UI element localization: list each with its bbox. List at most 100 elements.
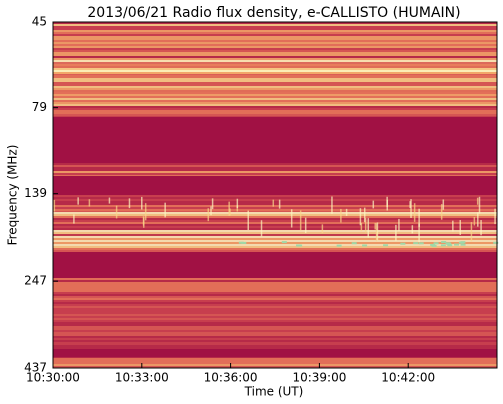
spectrogram-row	[53, 212, 497, 214]
spectrogram-row	[53, 236, 497, 238]
spectrogram-row	[53, 304, 497, 306]
spectrogram-streak	[452, 220, 454, 232]
spectrogram-spot	[493, 241, 499, 244]
spectrogram-row	[53, 211, 497, 212]
spectrogram-row	[53, 92, 497, 94]
spectrogram-streak	[108, 197, 111, 204]
spectrogram-spot	[336, 244, 342, 247]
spectrogram-streak	[376, 222, 379, 241]
spectrogram-spot	[431, 244, 437, 247]
spectrogram-row	[53, 121, 497, 123]
spectrogram-streak	[207, 208, 210, 222]
spectrogram-row	[53, 88, 497, 90]
spectrogram-spot	[281, 241, 287, 244]
spectrogram-spot	[460, 243, 466, 246]
spectrogram-row	[53, 54, 497, 56]
spectrogram-row	[53, 56, 497, 58]
spectrogram-row	[53, 353, 497, 355]
spectrogram-row	[53, 171, 497, 173]
spectrogram-streak	[459, 220, 462, 235]
spectrogram-row	[53, 344, 497, 345]
spectrogram-streak	[260, 220, 263, 237]
spectrogram-row	[53, 294, 497, 296]
spectrogram-row	[53, 182, 497, 184]
x-tick-label: 10:33:00	[115, 371, 169, 385]
spectrogram-row	[53, 147, 497, 149]
spectrogram-streak	[374, 222, 376, 230]
spectrogram-row	[53, 242, 497, 244]
spectrogram-row	[53, 70, 497, 72]
spectrogram-row	[53, 306, 497, 308]
spectrogram-row	[53, 230, 497, 232]
spectrogram-streak	[418, 208, 420, 227]
spectrogram-row	[53, 96, 497, 98]
spectrogram-row	[53, 52, 497, 54]
spectrogram-streak	[299, 210, 302, 231]
spectrogram-streak	[340, 208, 342, 223]
spectrogram-row	[53, 151, 497, 153]
spectrogram-row	[53, 116, 497, 117]
spectrogram-row	[53, 62, 497, 64]
spectrogram-row	[53, 336, 497, 338]
spectrogram-row	[53, 117, 497, 119]
spectrogram-streak	[476, 197, 479, 205]
spectrogram-spot	[418, 242, 424, 245]
spectrogram-row	[53, 308, 497, 310]
spectrogram-row	[53, 270, 497, 272]
spectrogram-spot	[241, 241, 247, 244]
spectrogram-row	[53, 199, 497, 201]
spectrogram-row	[53, 60, 497, 62]
spectrogram-row	[53, 188, 497, 190]
spectrogram-spot	[297, 244, 303, 247]
spectrogram-streak	[88, 199, 91, 207]
spectrogram-row	[53, 194, 497, 195]
spectrogram-streak	[211, 198, 214, 210]
spectrogram-row	[53, 296, 497, 298]
spectrogram-row	[53, 292, 497, 294]
spectrogram-streak	[331, 196, 333, 214]
spectrogram-row	[53, 139, 497, 141]
y-axis-label: Frequency (MHz)	[6, 145, 20, 246]
spectrogram-row	[53, 258, 497, 260]
spectrogram-row	[53, 226, 497, 228]
spectrogram-streak	[164, 202, 166, 218]
spectrogram-row	[53, 74, 497, 75]
spectrogram-streak	[247, 210, 249, 231]
spectrogram-row	[53, 129, 497, 131]
spectrogram-row	[53, 190, 497, 192]
spectrogram-row	[53, 334, 497, 336]
spectrogram-streak	[395, 224, 397, 241]
spectrogram-row	[53, 98, 497, 100]
spectrogram-row	[53, 36, 497, 38]
y-tick-label: 437	[24, 361, 47, 375]
spectrogram-streak	[372, 200, 375, 209]
spectrogram-streak	[480, 220, 482, 236]
spectrogram-row	[53, 264, 497, 266]
x-tick-label: 10:36:00	[204, 371, 258, 385]
spectrogram-row	[53, 26, 497, 28]
spectrogram-streak	[345, 208, 348, 216]
spectrogram-row	[53, 318, 497, 320]
spectrogram-row	[53, 167, 497, 169]
spectrogram-streak	[128, 198, 131, 209]
spectrogram-spot	[441, 241, 447, 244]
spectrogram-row	[53, 135, 497, 137]
spectrogram-row	[53, 314, 497, 316]
spectrogram-streak	[236, 198, 239, 209]
spectrogram-streak	[236, 205, 239, 212]
spectrogram-row	[53, 155, 497, 157]
spectrogram-row	[53, 302, 497, 304]
spectrogram-row	[53, 340, 497, 342]
spectrogram-row	[53, 125, 497, 127]
y-tick-label: 139	[24, 186, 47, 200]
spectrogram-row	[53, 254, 497, 256]
spectrogram-row	[53, 50, 497, 52]
spectrogram-spot	[454, 243, 460, 246]
spectrogram-streak	[398, 218, 400, 232]
spectrogram-row	[53, 173, 497, 175]
spectrogram-row	[53, 149, 497, 151]
spectrogram-spot	[413, 242, 419, 245]
spectrogram-row	[53, 133, 497, 135]
spectrogram-row	[53, 326, 497, 328]
